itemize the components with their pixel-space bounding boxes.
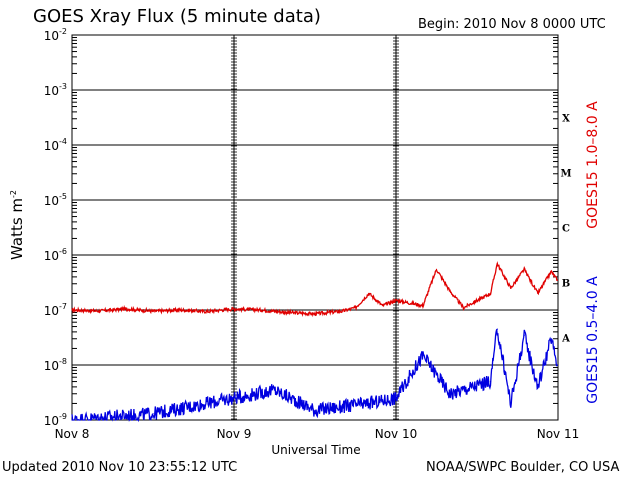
series-1-point — [71, 419, 73, 421]
series-0-point — [287, 311, 289, 314]
x-tick-labels: Nov 8 Nov 9 Nov 10 Nov 11 — [55, 427, 580, 441]
series-0-point — [233, 308, 235, 310]
y-tick-label: 10-3 — [44, 82, 67, 98]
flare-class-b: B — [562, 279, 570, 290]
x-tick-label: Nov 11 — [537, 427, 580, 441]
x-tick-label: Nov 8 — [55, 427, 90, 441]
series-0-point — [98, 310, 100, 312]
series-1-point — [489, 381, 492, 383]
series-0-point — [314, 313, 316, 315]
series-line-0 — [71, 261, 558, 318]
x-tick-label: Nov 10 — [375, 427, 418, 441]
y-tick-label: 10-8 — [44, 357, 67, 373]
flare-class-c: C — [562, 224, 570, 235]
series-0-point — [260, 309, 262, 311]
series-0-point — [354, 307, 357, 309]
series-1-point — [422, 354, 424, 356]
flare-class-labels: X M C B A — [560, 114, 571, 345]
y-tick-label: 10-5 — [44, 192, 67, 208]
series-0-point — [556, 279, 559, 281]
series-1-point — [523, 334, 525, 336]
y-tick-labels: 10-2 10-3 10-4 10-5 10-6 10-7 10-8 10-9 — [44, 27, 67, 428]
series-0-point — [179, 309, 181, 311]
series-0-point — [489, 292, 492, 294]
series-1-point — [273, 389, 276, 391]
series-0-point — [125, 308, 127, 310]
y-axis-label: Watts m-2 — [8, 190, 26, 260]
credit-text: NOAA/SWPC Boulder, CO USA — [426, 460, 620, 475]
legend-series-blue: GOES15 0.5–4.0 A — [585, 276, 601, 404]
series-0-point — [462, 307, 465, 309]
series-0-point — [422, 305, 424, 307]
series-1-point — [368, 402, 370, 404]
series-0-point — [381, 305, 384, 307]
flare-class-a: A — [561, 334, 570, 345]
series-1-point — [152, 413, 154, 415]
y-tick-label: 10-9 — [44, 412, 67, 428]
plot-grid — [72, 34, 558, 421]
series-0-point — [523, 268, 525, 270]
series-1-point — [550, 338, 552, 340]
flare-class-x: X — [562, 114, 570, 125]
series-0-point — [435, 268, 438, 270]
series-0-point — [341, 310, 343, 312]
series-0-point — [368, 292, 370, 294]
begin-time: Begin: 2010 Nov 8 0000 UTC — [418, 17, 606, 32]
series-0-point — [550, 271, 552, 273]
series-1-point — [537, 386, 539, 388]
series-1-point — [314, 409, 316, 411]
series-line-1 — [71, 329, 558, 423]
y-tick-label: 10-2 — [44, 27, 67, 43]
series-1-point — [510, 402, 512, 404]
series-0-point — [395, 299, 397, 301]
y-tick-label: 10-6 — [44, 247, 67, 263]
updated-timestamp: Updated 2010 Nov 10 23:55:12 UTC — [2, 460, 238, 475]
series-0-point — [496, 262, 498, 265]
x-tick-label: Nov 9 — [217, 427, 252, 441]
series-0-point — [152, 310, 154, 312]
series-layer — [71, 261, 559, 423]
y-tick-label: 10-7 — [44, 302, 67, 318]
series-1-point — [449, 393, 451, 395]
series-1-point — [556, 364, 559, 366]
legend-series-red: GOES15 1.0–8.0 A — [585, 101, 601, 229]
series-0-point — [71, 309, 73, 311]
y-tick-label: 10-4 — [44, 137, 67, 153]
x-axis-label: Universal Time — [271, 443, 360, 457]
plot-area — [71, 34, 559, 421]
series-0-point — [510, 287, 512, 289]
series-1-point — [496, 328, 498, 330]
series-0-point — [206, 310, 208, 313]
series-0-point — [537, 292, 539, 294]
series-1-point — [233, 397, 235, 399]
series-0-point — [449, 290, 451, 292]
series-1-point — [395, 397, 397, 399]
flare-class-m: M — [560, 169, 571, 180]
chart-title: GOES Xray Flux (5 minute data) — [33, 6, 321, 27]
